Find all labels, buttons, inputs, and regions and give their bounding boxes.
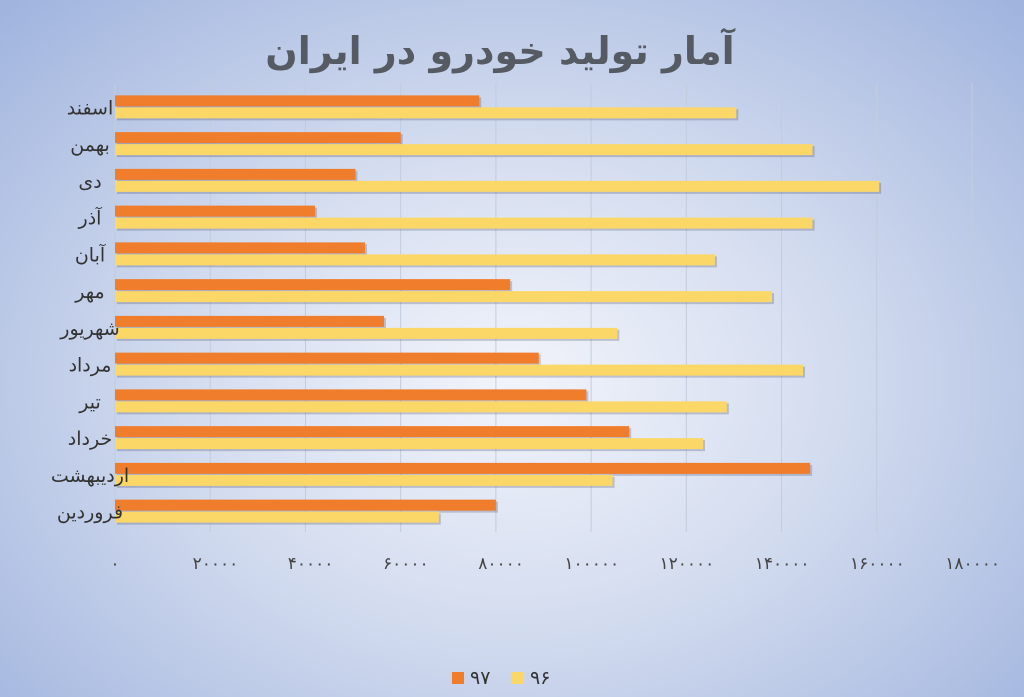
- bar: [115, 144, 813, 156]
- x-tick-label: ۱۴۰۰۰۰: [755, 554, 810, 574]
- category-label: آبان: [75, 242, 106, 266]
- category-label: مهر: [74, 281, 104, 303]
- category-label: مرداد: [69, 355, 112, 377]
- category-label: خرداد: [68, 428, 112, 450]
- legend: ۹۷ ۹۶: [452, 667, 550, 689]
- bar: [115, 242, 365, 254]
- bar: [115, 254, 715, 266]
- bar: [115, 107, 737, 119]
- category-label: اردیبهشت: [51, 465, 129, 487]
- grid-lines: [114, 83, 973, 532]
- bar: [115, 95, 480, 107]
- bar: [115, 168, 356, 180]
- category-label: آذر: [78, 206, 103, 230]
- bar: [115, 205, 315, 217]
- x-tick-label: ۶۰۰۰۰: [383, 554, 429, 574]
- category-label: شهریور: [59, 318, 119, 340]
- bar: [115, 474, 613, 486]
- category-label: تیر: [78, 391, 101, 413]
- x-tick-label: ۲۰۰۰۰: [193, 554, 239, 574]
- bar: [115, 217, 813, 229]
- bar: [115, 291, 773, 303]
- category-labels: فروردین اردیبهشت خرداد تیر مرداد شهریور مهر آبا…: [51, 97, 129, 523]
- bars: [115, 95, 882, 525]
- bar: [115, 499, 496, 511]
- legend-label: ۹۶: [530, 667, 550, 689]
- legend-swatch: [452, 672, 464, 684]
- bar: [115, 315, 385, 327]
- bar: [115, 511, 439, 523]
- legend-swatch: [512, 672, 524, 684]
- x-tick-label: ۸۰۰۰۰: [478, 554, 524, 574]
- category-label: دی: [78, 171, 101, 193]
- bar: [115, 132, 401, 144]
- bar: [115, 462, 811, 474]
- x-tick-label: ۴۰۰۰۰: [288, 554, 334, 574]
- chart-title: آمار تولید خودرو در ایران: [265, 27, 735, 74]
- x-tick-label: ۱۶۰۰۰۰: [850, 554, 905, 574]
- bar: [115, 180, 880, 192]
- category-label: اسفند: [67, 97, 114, 119]
- x-tick-label: ۱۸۰۰۰۰: [945, 554, 1000, 574]
- bar: [115, 438, 703, 450]
- legend-label: ۹۷: [470, 667, 490, 689]
- x-tick-label: ۱۲۰۰۰۰: [660, 554, 715, 574]
- bar: [115, 352, 539, 364]
- x-tick-label: ۱۰۰۰۰۰: [564, 554, 619, 574]
- x-tick-label: ۰: [110, 554, 119, 574]
- bar: [115, 389, 587, 401]
- category-label: بهمن: [70, 134, 110, 156]
- bar: [115, 401, 727, 413]
- x-tick-labels: ۰ ۲۰۰۰۰ ۴۰۰۰۰ ۶۰۰۰۰ ۸۰۰۰۰ ۱۰۰۰۰۰ ۱۲۰۰۰۰ ۱۴۰۰۰۰ ۱…: [110, 554, 1000, 574]
- category-label: فروردین: [57, 502, 123, 524]
- bar: [115, 364, 803, 376]
- bar: [115, 327, 618, 339]
- bar: [115, 279, 511, 291]
- bar: [115, 426, 630, 438]
